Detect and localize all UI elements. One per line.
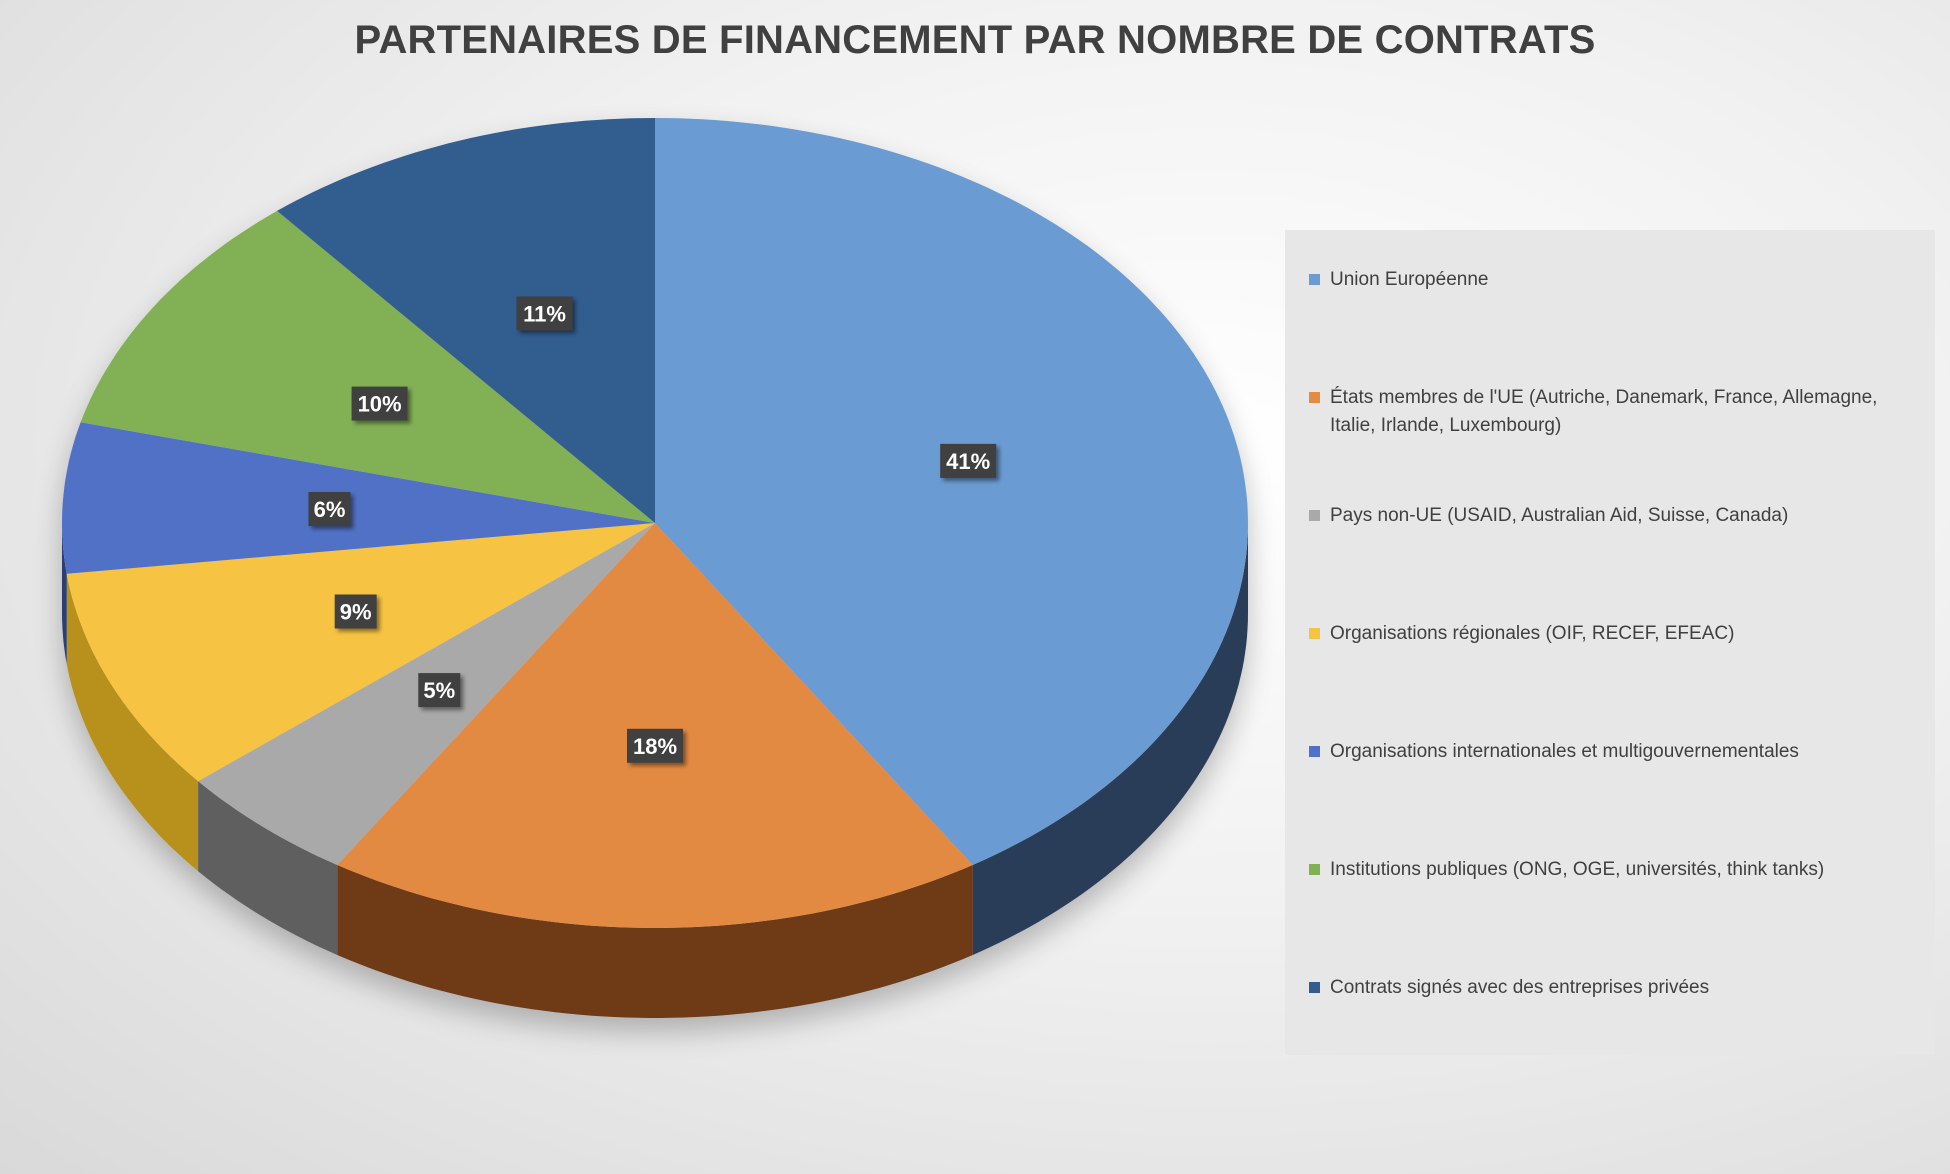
pie-slice-5[interactable]: [80, 210, 656, 523]
legend-label: Organisations internationales et multigo…: [1330, 741, 1799, 762]
legend-swatch: [1309, 746, 1320, 757]
legend-label: États membres de l'UE (Autriche, Danemar…: [1330, 387, 1878, 436]
legend-swatch: [1309, 982, 1320, 993]
legend-item: Union Européenne: [1309, 266, 1925, 294]
data-label-box: [627, 728, 683, 763]
legend-item: États membres de l'UE (Autriche, Danemar…: [1309, 384, 1925, 440]
legend-label: Union Européenne: [1330, 269, 1489, 290]
data-label-text: 5%: [423, 678, 455, 703]
data-label-box: [351, 386, 408, 421]
pie-slice-0[interactable]: [655, 118, 1248, 865]
data-label-box: [418, 673, 461, 708]
data-label-text: 41%: [946, 449, 990, 474]
legend-swatch: [1309, 628, 1320, 639]
pie-slice-side-4: [62, 523, 67, 664]
pie-slice-1[interactable]: [337, 523, 973, 928]
legend-label: Contrats signés avec des entreprises pri…: [1330, 977, 1710, 998]
data-label-3: 9%: [334, 594, 377, 629]
data-label-4: 6%: [308, 492, 351, 526]
pie-slice-side-0: [972, 523, 1248, 955]
legend-swatch: [1309, 274, 1320, 285]
legend-label: Institutions publiques (ONG, OGE, univer…: [1330, 859, 1825, 880]
legend-item: Contrats signés avec des entreprises pri…: [1309, 974, 1925, 1002]
data-label-box: [334, 594, 377, 629]
data-label-0: 41%: [940, 443, 997, 478]
legend-item: Organisations régionales (OIF, RECEF, EF…: [1309, 620, 1925, 648]
pie-slice-6[interactable]: [277, 118, 655, 523]
legend-label: Pays non-UE (USAID, Australian Aid, Suis…: [1330, 505, 1789, 526]
data-label-box: [940, 443, 997, 478]
legend-item: Pays non-UE (USAID, Australian Aid, Suis…: [1309, 502, 1925, 530]
legend-label: Organisations régionales (OIF, RECEF, EF…: [1330, 623, 1735, 644]
data-label-text: 18%: [633, 734, 677, 759]
legend-item: Organisations internationales et multigo…: [1309, 738, 1925, 766]
chart-title: PARTENAIRES DE FINANCEMENT PAR NOMBRE DE…: [354, 18, 1596, 62]
legend-swatch: [1309, 392, 1320, 403]
data-label-text: 10%: [358, 392, 402, 417]
pie-slice-side-3: [66, 573, 199, 872]
data-label-1: 18%: [627, 728, 683, 763]
data-label-2: 5%: [418, 673, 461, 708]
pie-slice-side-2: [198, 781, 338, 955]
data-label-5: 10%: [351, 386, 408, 421]
legend-swatch: [1309, 510, 1320, 521]
data-label-box: [516, 296, 573, 331]
data-label-text: 9%: [340, 600, 372, 625]
pie-slice-3[interactable]: [66, 523, 655, 782]
data-label-6: 11%: [516, 296, 573, 331]
legend-item: Institutions publiques (ONG, OGE, univer…: [1309, 856, 1925, 884]
data-label-text: 11%: [523, 301, 566, 326]
data-label-text: 6%: [314, 497, 346, 522]
legend-swatch: [1309, 864, 1320, 875]
pie-slice-side-1: [337, 865, 973, 1018]
data-label-box: [308, 492, 351, 526]
pie-slice-4[interactable]: [62, 422, 655, 574]
legend: Union Européenne États membres de l'UE (A…: [1285, 230, 1935, 1055]
